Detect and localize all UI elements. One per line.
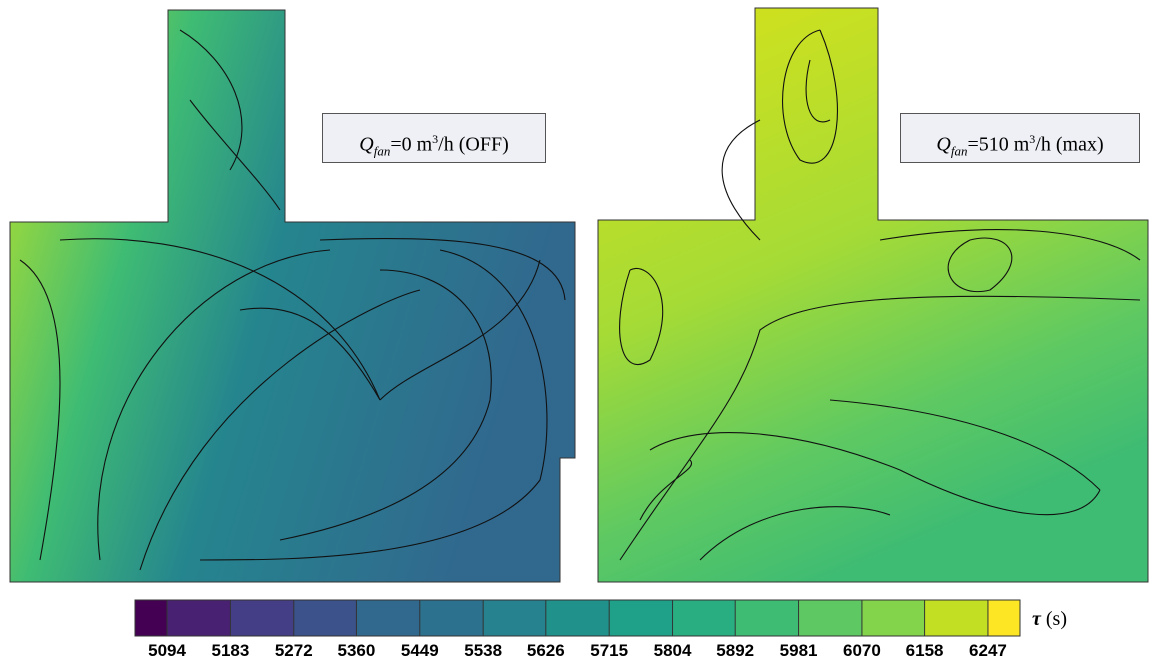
- tick-label: 5804: [654, 641, 692, 660]
- color-band: [545, 600, 610, 636]
- colorbar: 5094 5183 5272 5360 5449 5538 5626 5715 5804 5892…: [134, 599, 1021, 660]
- panel-label: Qfan=510 m3/h (max): [900, 113, 1140, 163]
- label-text: =510 m: [967, 133, 1030, 156]
- left-field: [9, 9, 576, 583]
- color-band: [483, 600, 546, 636]
- color-band: [356, 600, 420, 636]
- label-symbol: Q: [936, 133, 951, 156]
- color-band: [672, 600, 736, 636]
- color-band: [861, 600, 925, 636]
- panel-label: Qfan=0 m3/h (OFF): [322, 113, 546, 163]
- colorbar-symbol: τ: [1032, 608, 1042, 630]
- label-text: =0 m: [390, 133, 433, 156]
- tick-label: 5272: [275, 641, 313, 660]
- tick-label: 5183: [211, 641, 249, 660]
- color-band: [293, 600, 357, 636]
- tick-label: 5538: [464, 641, 502, 660]
- label-superscript: 3: [1029, 132, 1036, 146]
- label-subscript: fan: [373, 143, 391, 159]
- color-band: [230, 600, 294, 636]
- color-band: [609, 600, 673, 636]
- label-subscript: fan: [950, 143, 968, 159]
- tick-label: 5892: [716, 641, 754, 660]
- color-band: [167, 600, 231, 636]
- label-suffix: /h (max): [1035, 133, 1104, 156]
- colorbar-frame: [134, 599, 1021, 637]
- tick-label: 6247: [969, 641, 1007, 660]
- color-band: [419, 600, 484, 636]
- color-band: [798, 600, 862, 636]
- right-field: [597, 7, 1149, 583]
- color-band: [135, 600, 168, 636]
- colorbar-title: τ (s): [1032, 608, 1067, 630]
- color-band: [987, 600, 1020, 636]
- tick-label: 5360: [338, 641, 376, 660]
- tick-label: 5981: [780, 641, 818, 660]
- label-symbol: Q: [359, 133, 374, 156]
- label-suffix: /h (OFF): [438, 133, 509, 156]
- tick-label: 6070: [843, 641, 881, 660]
- tick-label: 6158: [906, 641, 944, 660]
- color-band: [924, 600, 988, 636]
- colorbar-unit: (s): [1046, 608, 1067, 630]
- tick-label: 5626: [527, 641, 565, 660]
- label-superscript: 3: [432, 132, 439, 146]
- tick-label: 5715: [590, 641, 628, 660]
- color-band: [735, 600, 799, 636]
- tick-label: 5449: [401, 641, 439, 660]
- tick-label: 5094: [148, 641, 186, 660]
